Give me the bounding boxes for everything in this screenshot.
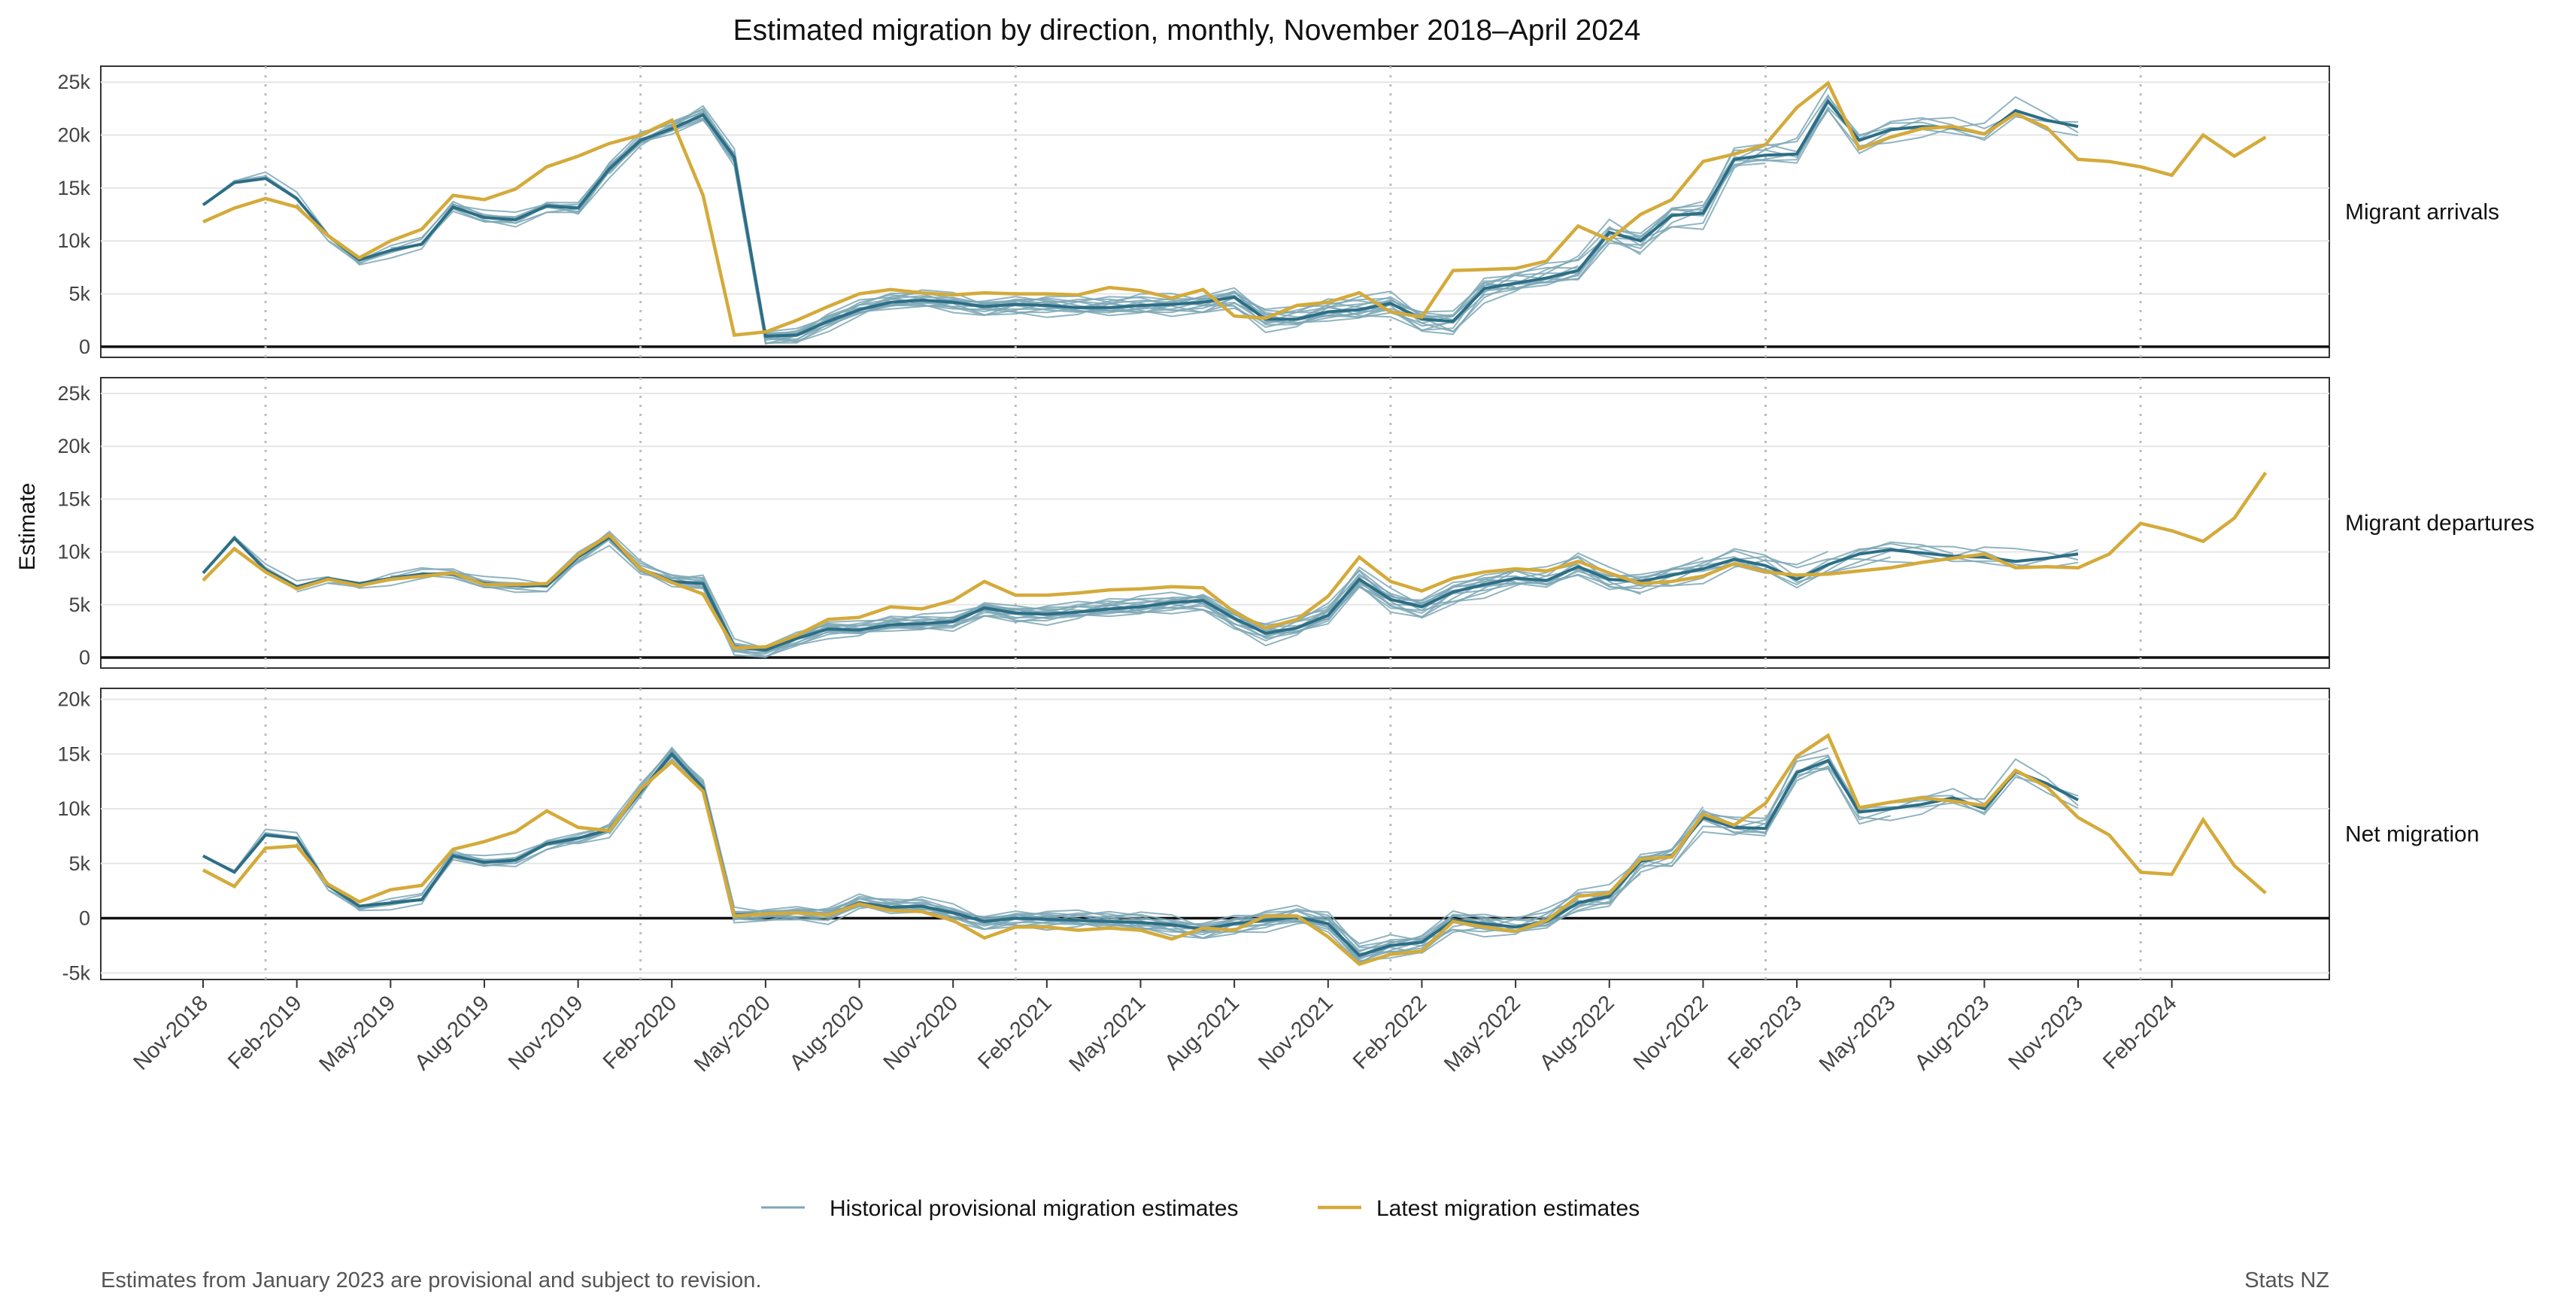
- x-tick-label: Aug-2020: [785, 991, 869, 1075]
- x-tick-label: Nov-2020: [879, 991, 963, 1075]
- latest-series-line: [202, 80, 2267, 337]
- x-tick-label: May-2021: [1065, 991, 1151, 1077]
- historical-series-line: [327, 108, 1892, 345]
- panel-2: -5k 0 5k 10k 15k 20k Net migration: [57, 688, 2479, 984]
- panel-0: 0 5k 10k 15k 20k 25k Migrant arrivals: [57, 65, 2499, 358]
- x-tick-label: Nov-2018: [129, 991, 213, 1075]
- y-tick-label: -5k: [62, 961, 90, 984]
- latest-series-line: [202, 733, 2267, 967]
- x-tick-label: Nov-2019: [504, 991, 588, 1075]
- x-tick-label: May-2022: [1440, 991, 1525, 1077]
- panel-1: 0 5k 10k 15k 20k 25k Migrant departures: [57, 377, 2535, 669]
- panel-frame: [100, 688, 2330, 980]
- y-tick-label: 25k: [57, 71, 90, 93]
- panels-group: 0 5k 10k 15k 20k 25k Migrant arrivals 0 5k 10k 15k…: [57, 65, 2535, 984]
- x-axis: Nov-2018 Feb-2019 May-2019 Aug-2019 Nov-2019…: [129, 980, 2182, 1077]
- historical-series-line: [328, 535, 1891, 658]
- facet-label: Net migration: [2345, 822, 2479, 847]
- source-label: Stats NZ: [2244, 1268, 2329, 1292]
- y-tick-label: 0: [79, 907, 90, 930]
- x-tick-label: Aug-2022: [1535, 991, 1619, 1075]
- x-tick-label: Nov-2022: [1629, 991, 1713, 1075]
- y-tick-label: 15k: [57, 743, 90, 765]
- historical-main-line: [202, 752, 2079, 958]
- legend: Historical provisional migration estimat…: [761, 1196, 1640, 1221]
- x-tick-label: Feb-2022: [1349, 991, 1431, 1074]
- chart-title: Estimated migration by direction, monthl…: [733, 14, 1641, 47]
- historical-main-line: [202, 98, 2079, 338]
- y-tick-label: 0: [79, 646, 90, 669]
- y-tick-label: 5k: [68, 852, 90, 875]
- y-tick-label: 5k: [68, 283, 90, 305]
- x-tick-label: Feb-2021: [973, 991, 1056, 1074]
- facet-label: Migrant arrivals: [2345, 200, 2499, 225]
- panel-frame: [100, 377, 2330, 669]
- y-tick-label: 10k: [57, 229, 90, 252]
- caption: Estimates from January 2023 are provisio…: [101, 1268, 762, 1292]
- y-tick-label: 25k: [57, 382, 90, 405]
- x-tick-label: Aug-2021: [1161, 991, 1245, 1075]
- x-tick-label: Feb-2024: [2098, 991, 2181, 1074]
- y-tick-label: 15k: [57, 487, 90, 510]
- panel-frame: [100, 65, 2330, 358]
- legend-label: Historical provisional migration estimat…: [830, 1196, 1239, 1221]
- y-tick-label: 20k: [57, 435, 90, 457]
- x-tick-label: Aug-2019: [410, 991, 494, 1075]
- y-tick-label: 10k: [57, 541, 90, 563]
- historical-series-line: [327, 746, 1891, 955]
- historical-series-line: [796, 101, 2079, 333]
- historical-series-line: [796, 542, 2079, 637]
- y-tick-label: 0: [79, 336, 90, 358]
- y-tick-label: 5k: [68, 594, 90, 616]
- x-tick-label: May-2023: [1815, 991, 1901, 1077]
- x-tick-label: May-2020: [690, 991, 775, 1077]
- y-tick-label: 15k: [57, 177, 90, 199]
- x-tick-label: Feb-2019: [223, 991, 306, 1074]
- y-tick-label: 10k: [57, 797, 90, 820]
- y-tick-label: 20k: [57, 123, 90, 146]
- x-tick-label: Nov-2021: [1254, 991, 1338, 1075]
- facet-label: Migrant departures: [2345, 511, 2535, 536]
- x-tick-label: May-2019: [314, 991, 400, 1077]
- x-tick-label: Aug-2023: [1910, 991, 1995, 1075]
- y-axis-label: Estimate: [15, 483, 40, 571]
- x-tick-label: Feb-2023: [1724, 991, 1807, 1074]
- latest-series-line: [202, 472, 2268, 650]
- y-tick-label: 20k: [57, 688, 90, 711]
- x-tick-label: Nov-2023: [2004, 991, 2088, 1075]
- legend-label: Latest migration estimates: [1376, 1196, 1640, 1221]
- x-tick-label: Feb-2020: [599, 991, 681, 1074]
